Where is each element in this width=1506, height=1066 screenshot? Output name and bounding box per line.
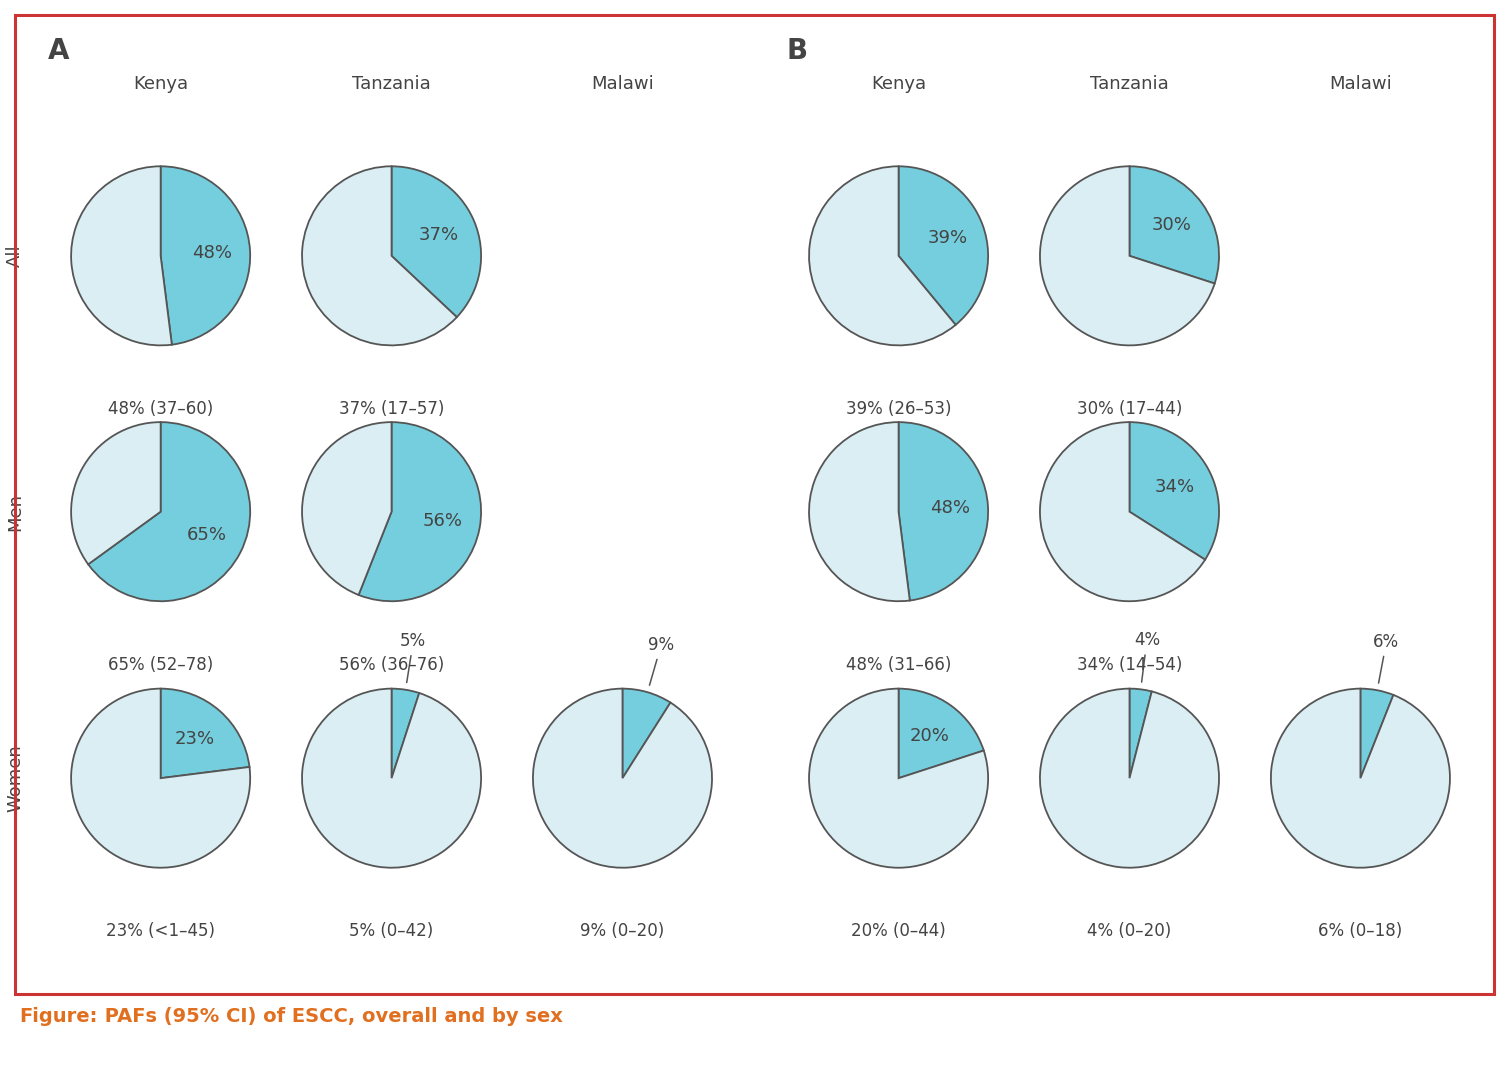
Text: Kenya: Kenya (133, 75, 188, 93)
Wedge shape (303, 422, 392, 595)
Wedge shape (809, 166, 956, 345)
Wedge shape (161, 166, 250, 344)
Text: Kenya: Kenya (870, 75, 926, 93)
Text: 5%: 5% (401, 632, 426, 682)
Text: 30% (17–44): 30% (17–44) (1077, 400, 1182, 418)
Text: B: B (786, 37, 807, 65)
Text: 39% (26–53): 39% (26–53) (846, 400, 952, 418)
Text: 6%: 6% (1373, 633, 1399, 683)
Wedge shape (533, 689, 712, 868)
Text: 20%: 20% (910, 727, 949, 745)
Wedge shape (71, 166, 172, 345)
Wedge shape (358, 422, 480, 601)
Text: 23% (<1–45): 23% (<1–45) (105, 922, 215, 940)
Text: 34%: 34% (1155, 478, 1196, 496)
Wedge shape (392, 166, 480, 318)
Text: Tanzania: Tanzania (1090, 75, 1169, 93)
Wedge shape (303, 166, 456, 345)
Text: 23%: 23% (175, 730, 215, 748)
Wedge shape (392, 689, 419, 778)
Wedge shape (899, 689, 983, 778)
Text: 65%: 65% (187, 527, 227, 545)
Text: 48% (31–66): 48% (31–66) (846, 656, 952, 674)
Text: All: All (6, 244, 24, 268)
Wedge shape (1130, 422, 1218, 560)
Wedge shape (899, 422, 988, 600)
Wedge shape (899, 166, 988, 325)
Text: 6% (0–18): 6% (0–18) (1318, 922, 1402, 940)
Wedge shape (161, 689, 250, 778)
Text: Tanzania: Tanzania (352, 75, 431, 93)
Wedge shape (809, 689, 988, 868)
Text: 30%: 30% (1152, 216, 1191, 235)
Text: 65% (52–78): 65% (52–78) (108, 656, 214, 674)
Wedge shape (71, 689, 250, 868)
Text: 20% (0–44): 20% (0–44) (851, 922, 946, 940)
Text: 9% (0–20): 9% (0–20) (580, 922, 664, 940)
Wedge shape (1360, 689, 1393, 778)
Text: Men: Men (6, 492, 24, 531)
Wedge shape (1041, 422, 1205, 601)
Wedge shape (622, 689, 670, 778)
Text: 37% (17–57): 37% (17–57) (339, 400, 444, 418)
Wedge shape (71, 422, 161, 564)
Text: 56%: 56% (423, 513, 462, 531)
Text: Malawi: Malawi (1328, 75, 1392, 93)
Text: 4% (0–20): 4% (0–20) (1087, 922, 1172, 940)
Wedge shape (1271, 689, 1450, 868)
Text: PAFs (95% CI) of ESCC, overall and by sex: PAFs (95% CI) of ESCC, overall and by se… (98, 1007, 563, 1027)
Wedge shape (303, 689, 480, 868)
Text: A: A (48, 37, 69, 65)
Text: 9%: 9% (648, 636, 675, 685)
Text: 56% (36–76): 56% (36–76) (339, 656, 444, 674)
Text: Malawi: Malawi (590, 75, 654, 93)
Text: 48%: 48% (193, 243, 232, 261)
Text: 48% (37–60): 48% (37–60) (108, 400, 214, 418)
Text: 5% (0–42): 5% (0–42) (349, 922, 434, 940)
Text: 37%: 37% (419, 226, 459, 244)
Text: 48%: 48% (931, 499, 970, 517)
Wedge shape (1041, 166, 1215, 345)
Text: 39%: 39% (928, 229, 967, 247)
Wedge shape (809, 422, 910, 601)
Wedge shape (1041, 689, 1218, 868)
Text: 34% (14–54): 34% (14–54) (1077, 656, 1182, 674)
Text: Figure:: Figure: (20, 1007, 98, 1027)
Text: 4%: 4% (1134, 631, 1160, 682)
Wedge shape (1130, 166, 1218, 284)
Wedge shape (1130, 689, 1152, 778)
Wedge shape (89, 422, 250, 601)
Text: Women: Women (6, 744, 24, 812)
